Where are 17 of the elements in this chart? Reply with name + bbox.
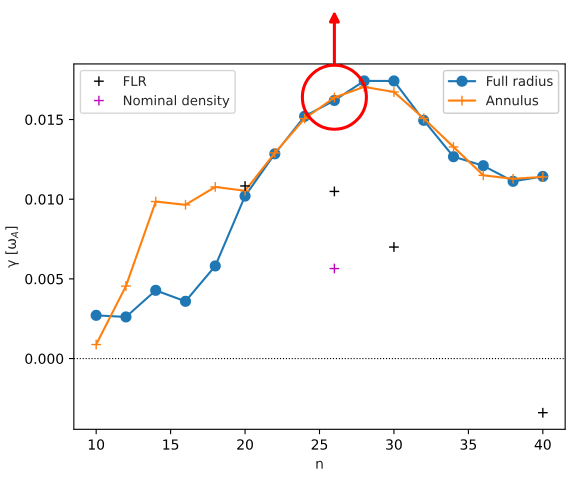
x-tick-label: 20 bbox=[237, 439, 253, 450]
x-tick-label: 40 bbox=[534, 439, 551, 450]
y-tick-label: 0.010 bbox=[25, 194, 64, 205]
x-tick-label: 35 bbox=[460, 439, 476, 450]
x-axis-title: n bbox=[316, 460, 323, 469]
x-tick-label: 15 bbox=[163, 439, 178, 450]
y-axis-title: γ [ω$_{A}$] bbox=[5, 226, 19, 268]
x-tick-label: 30 bbox=[386, 439, 402, 450]
legend-label: Annulus bbox=[486, 95, 538, 106]
y-tick-label: 0.000 bbox=[25, 354, 64, 364]
legend-label: Nominal density bbox=[124, 95, 230, 108]
y-tick-label: 0.005 bbox=[25, 274, 63, 284]
legend-label: FLR bbox=[124, 76, 146, 86]
x-tick-label: 25 bbox=[312, 439, 328, 450]
y-tick-label: 0.015 bbox=[25, 114, 63, 126]
x-tick-label: 10 bbox=[88, 439, 104, 450]
legend-label: Full radius bbox=[487, 76, 553, 86]
